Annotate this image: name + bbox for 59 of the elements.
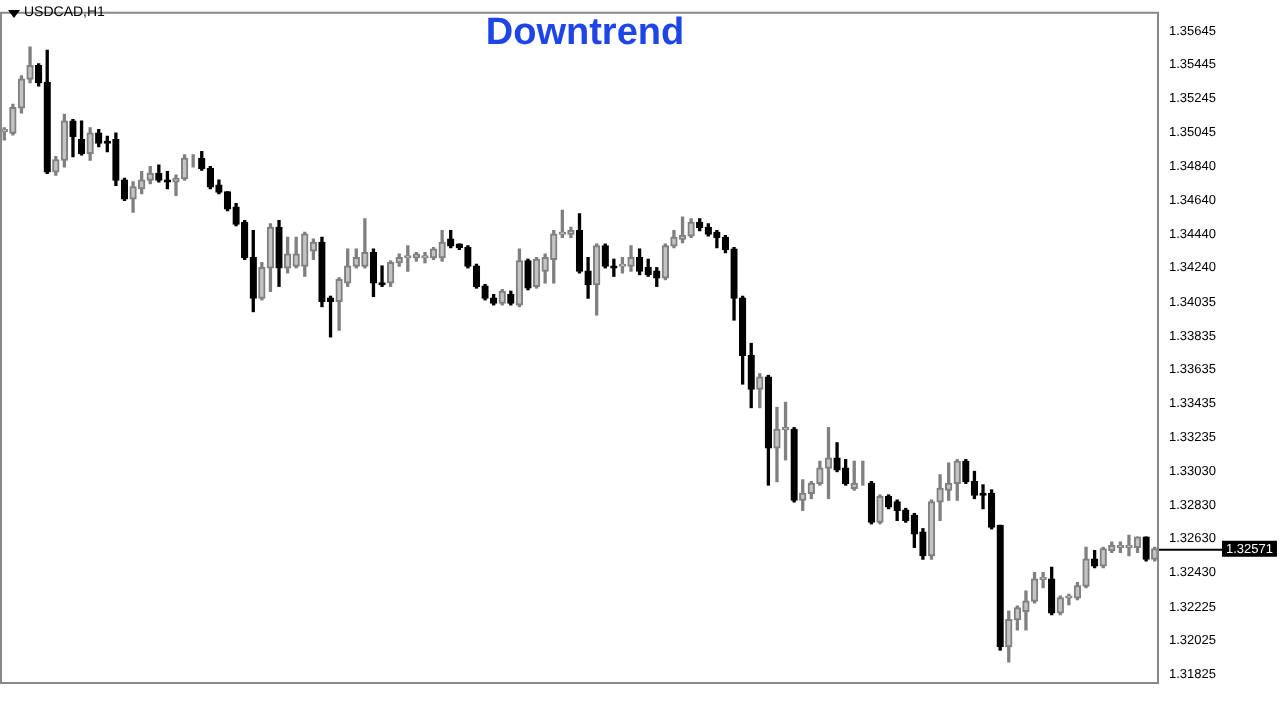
- candlestick: [206, 166, 214, 190]
- candlestick: [1090, 549, 1099, 569]
- candlestick: [163, 171, 172, 190]
- candlestick: [60, 113, 69, 168]
- candlestick: [867, 480, 876, 525]
- candlestick: [438, 230, 446, 262]
- candlestick: [507, 290, 515, 306]
- candlestick: [627, 245, 635, 272]
- candlestick: [498, 288, 506, 306]
- candlestick: [1142, 536, 1150, 562]
- candlestick: [635, 248, 644, 276]
- candlestick: [275, 219, 283, 287]
- candlestick: [361, 218, 369, 269]
- candlestick: [515, 248, 524, 308]
- candlestick: [790, 427, 798, 503]
- candlestick: [876, 494, 884, 525]
- candlestick: [369, 248, 378, 298]
- candlestick: [1048, 566, 1056, 616]
- candlestick: [567, 226, 575, 239]
- candlestick: [1065, 593, 1073, 606]
- candlestick: [301, 231, 309, 277]
- candlestick: [824, 427, 833, 500]
- candlestick: [550, 230, 558, 284]
- candlestick: [601, 243, 609, 269]
- candlestick: [1056, 595, 1064, 616]
- candlestick: [773, 406, 781, 483]
- candlestick: [945, 462, 953, 501]
- candlestick: [43, 49, 51, 175]
- candlestick: [249, 230, 257, 313]
- candlestick: [653, 267, 661, 287]
- candlestick: [352, 248, 360, 269]
- candlestick: [593, 243, 601, 316]
- candlestick: [1125, 534, 1133, 557]
- candlestick: [77, 120, 86, 156]
- candlestick: [318, 236, 326, 308]
- candlestick: [146, 166, 154, 185]
- candlestick: [386, 260, 395, 287]
- chart-title: Downtrend: [485, 12, 685, 54]
- candlestick: [764, 374, 773, 486]
- candlestick: [309, 238, 318, 260]
- candlestick: [816, 460, 824, 486]
- candlestick: [644, 258, 652, 277]
- candlestick: [95, 129, 103, 148]
- candlestick: [129, 181, 137, 213]
- candlestick: [155, 164, 163, 183]
- candlestick: [447, 230, 455, 249]
- candlestick: [610, 258, 618, 277]
- candlestick: [412, 251, 421, 262]
- candlestick: [292, 236, 300, 269]
- candlestick: [524, 258, 532, 291]
- candlestick: [704, 223, 712, 237]
- candlestick: [713, 230, 721, 249]
- candlestick: [52, 155, 60, 176]
- candlestick: [893, 499, 901, 521]
- candlestick: [421, 251, 429, 264]
- candlestick: [756, 373, 764, 409]
- candlestick: [687, 218, 695, 239]
- candlestick: [799, 479, 807, 511]
- candlestick: [86, 127, 94, 161]
